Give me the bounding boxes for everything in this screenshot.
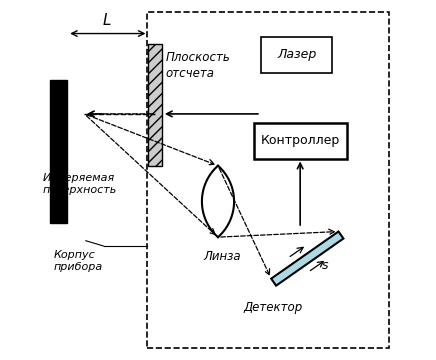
Text: Контроллер: Контроллер — [261, 134, 340, 147]
Text: Линза: Линза — [204, 249, 242, 263]
Text: Измеряемая
поверхность: Измеряемая поверхность — [43, 173, 117, 195]
Text: Лазер: Лазер — [277, 49, 316, 62]
Text: Плоскость
отсчета: Плоскость отсчета — [166, 51, 230, 80]
Text: Корпус
прибора: Корпус прибора — [54, 249, 103, 272]
Bar — [148, 44, 162, 166]
Polygon shape — [271, 231, 344, 286]
Bar — [254, 123, 347, 158]
Bar — [50, 80, 67, 223]
Text: s: s — [322, 259, 328, 272]
Bar — [261, 37, 332, 73]
Text: L: L — [103, 13, 112, 28]
Bar — [146, 12, 389, 348]
Text: Детектор: Детектор — [243, 301, 302, 314]
